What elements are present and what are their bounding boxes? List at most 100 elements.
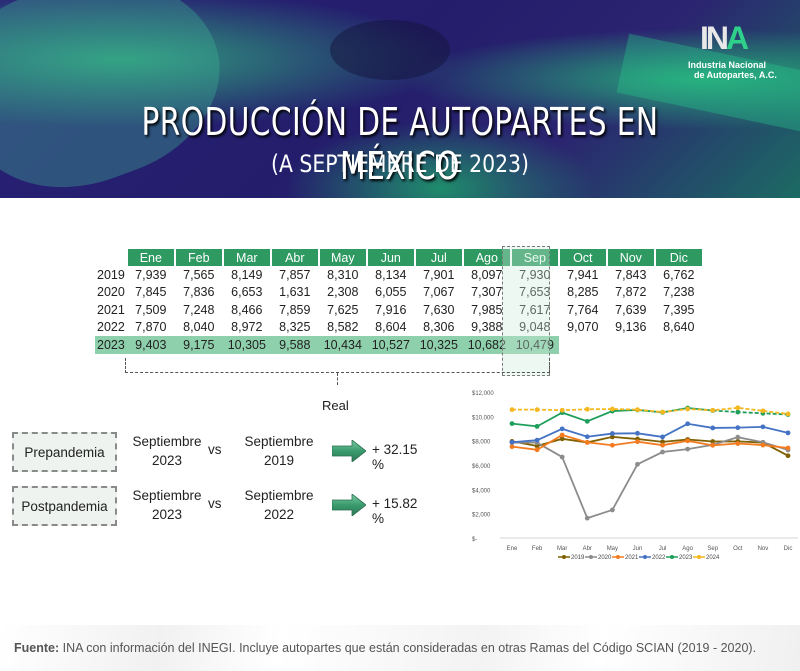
x-axis-tick-label: Jun: [633, 546, 643, 552]
value-cell: 7,857: [279, 267, 311, 282]
value-cell: [559, 336, 607, 354]
legend-marker-icon: [643, 555, 647, 559]
value-cell: 9,588: [270, 336, 319, 354]
logo-mark: INA: [700, 20, 749, 56]
period-year: 2019: [263, 453, 295, 468]
value-cell: 7,617: [519, 302, 551, 317]
value-cell: 9,048: [519, 320, 551, 335]
data-point-marker: [635, 439, 640, 445]
x-axis-tick-label: May: [607, 546, 618, 552]
growth-value: + 32.15 %: [372, 442, 418, 472]
value-cell: 8,972: [231, 320, 263, 335]
table-row: 2023 9,403 9,175 10,305 9,588 10,434 10,527 10,…: [95, 336, 703, 354]
period-year: 2023: [151, 453, 183, 468]
data-point-marker: [559, 436, 565, 442]
legend-marker-icon: [562, 555, 566, 559]
value-cell: 8,604: [375, 320, 407, 335]
value-cell: 7,625: [327, 302, 359, 317]
data-point-marker: [584, 434, 590, 440]
value-cell: 7,939: [135, 267, 167, 282]
period-month: Septiembre: [132, 434, 202, 449]
period-year: 2023: [151, 507, 183, 522]
value-cell: 7,248: [183, 302, 215, 317]
year-cell: 2023: [95, 336, 127, 354]
y-axis-tick-label: $8,000: [472, 440, 491, 446]
legend-marker-icon: [670, 555, 674, 559]
data-point-marker: [660, 409, 665, 415]
value-cell: 7,395: [663, 302, 695, 317]
data-point-marker: [534, 443, 540, 449]
series-line-2020: [511, 436, 789, 520]
comparison-period-a: Septiembre 2023: [122, 486, 212, 524]
data-point-marker: [635, 407, 640, 413]
data-point-marker: [660, 442, 665, 448]
data-point-marker: [609, 442, 615, 448]
value-cell: 7,067: [423, 285, 455, 300]
data-point-marker: [785, 430, 791, 436]
series-line-2024: [512, 406, 789, 415]
comparison-period-b: Septiembre 2019: [234, 432, 324, 470]
data-point-marker: [584, 515, 590, 521]
data-point-marker: [660, 439, 665, 445]
value-cell: 7,859: [279, 302, 311, 317]
legend-label: 2020: [598, 555, 612, 561]
data-point-marker: [660, 434, 665, 440]
value-cell: 10,479: [510, 336, 559, 354]
value-cell: 8,640: [663, 320, 695, 335]
legend-marker-icon: [697, 555, 701, 559]
value-cell: 10,682: [462, 336, 511, 354]
data-point-marker: [760, 408, 766, 414]
value-cell: 7,843: [615, 267, 647, 282]
value-cell: 7,872: [615, 285, 647, 300]
x-axis-tick-label: Oct: [733, 546, 743, 552]
legend-marker-icon: [589, 555, 593, 559]
value-cell: 7,639: [615, 302, 647, 317]
value-cell: 7,941: [567, 267, 599, 282]
data-point-marker: [710, 407, 716, 413]
x-axis-tick-label: Nov: [758, 546, 769, 552]
value-cell: 9,175: [174, 336, 223, 354]
data-point-marker: [534, 423, 540, 429]
source-text: INA con información del INEGI. Incluye a…: [59, 641, 757, 655]
year-cell: 2022: [97, 320, 125, 335]
x-axis-tick-label: Abr: [583, 546, 592, 552]
value-cell: 7,630: [423, 302, 455, 317]
comparison-row-prepandemia: Prepandemia Septiembre 2023 vs Septiembr…: [12, 432, 432, 472]
value-cell: 7,901: [423, 267, 455, 282]
x-axis-tick-label: Jul: [659, 546, 667, 552]
data-point-marker: [534, 447, 540, 453]
x-axis-tick-label: Dic: [784, 546, 793, 552]
data-point-marker: [609, 434, 615, 440]
footer-background: [0, 625, 800, 671]
value-cell: 8,310: [327, 267, 359, 282]
data-point-marker: [685, 406, 691, 412]
production-table: Ene Feb Mar Abr May Jun Jul Ago Sep Oct Nov Dic 201…: [95, 249, 704, 354]
data-point-marker: [534, 437, 540, 443]
comparison-period-a: Septiembre 2023: [122, 432, 212, 470]
table-row: 2022 7,870 8,040 8,972 8,325 8,582 8,604 8,306 9…: [95, 319, 703, 337]
data-point-marker: [635, 430, 640, 436]
banner-decoration: [330, 20, 450, 80]
value-cell: 7,764: [567, 302, 599, 317]
table-row: 2021 7,509 7,248 8,466 7,859 7,625 7,916 7,630 7…: [95, 301, 703, 319]
period-year: 2022: [263, 507, 295, 522]
value-cell: [607, 336, 655, 354]
production-line-chart: $- $2,000 $4,000 $6,000 $8,000 $10,000 $12,000…: [472, 391, 798, 561]
data-point-marker: [534, 407, 540, 413]
value-cell: 8,285: [567, 285, 599, 300]
header-banner: INA Industria Nacional de Autopartes, A.…: [0, 0, 800, 198]
month-header: Dic: [654, 249, 704, 266]
data-point-marker: [559, 454, 565, 460]
month-header: Abr: [270, 249, 320, 266]
data-point-marker: [660, 449, 665, 455]
y-axis-tick-label: $12,000: [472, 391, 494, 397]
value-cell: 10,527: [366, 336, 415, 354]
value-cell: 7,238: [663, 285, 695, 300]
value-cell: 6,653: [231, 285, 263, 300]
data-point-marker: [735, 425, 741, 431]
y-axis-tick-label: $6,000: [472, 464, 491, 470]
value-cell: 10,325: [414, 336, 463, 354]
bracket-stem: [337, 373, 338, 385]
value-cell: [655, 336, 703, 354]
legend-label: 2022: [652, 555, 666, 561]
